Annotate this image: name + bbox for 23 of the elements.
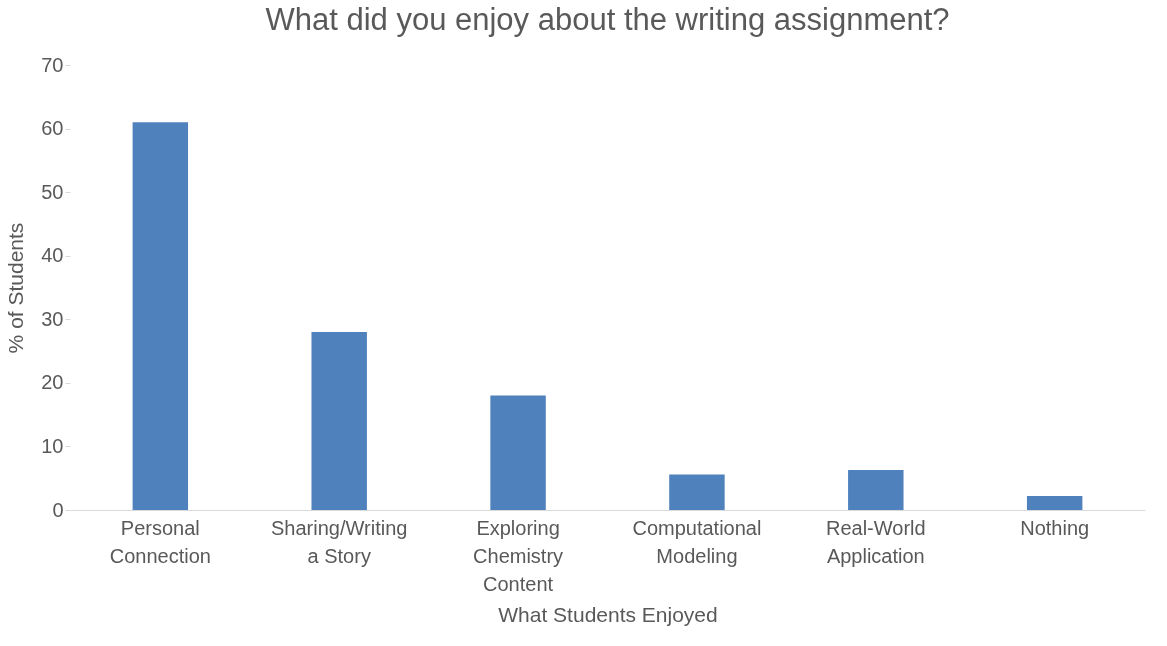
y-tick-label: 50 <box>41 180 64 203</box>
bar <box>311 332 367 510</box>
bar <box>848 469 904 510</box>
y-tick-label: 40 <box>41 244 64 267</box>
x-tick-label: Sharing/Writing a Story <box>271 516 408 567</box>
y-tick-label: 20 <box>41 371 64 394</box>
x-tick-label: Personal Connection <box>109 516 211 567</box>
x-tick-label: Nothing <box>1020 516 1090 539</box>
x-tick-label: Computational Modeling <box>632 516 762 567</box>
bar <box>669 474 725 510</box>
bar <box>490 395 546 510</box>
chart-title: What did you enjoy about the writing assignment? <box>265 2 950 37</box>
y-tick-label: 30 <box>41 307 64 330</box>
y-tick-label: 0 <box>52 498 64 521</box>
y-tick-label: 70 <box>41 53 64 76</box>
y-tick-label: 10 <box>41 434 64 457</box>
y-tick-label: 60 <box>41 117 64 140</box>
x-tick-label: Real-World Application <box>825 516 926 567</box>
x-tick-label: Exploring Chemistry Content <box>473 516 564 595</box>
bar <box>1026 496 1083 510</box>
y-axis-title: % of Students <box>4 222 28 354</box>
x-axis-title: What Students Enjoyed <box>498 602 718 626</box>
bar <box>132 122 189 510</box>
